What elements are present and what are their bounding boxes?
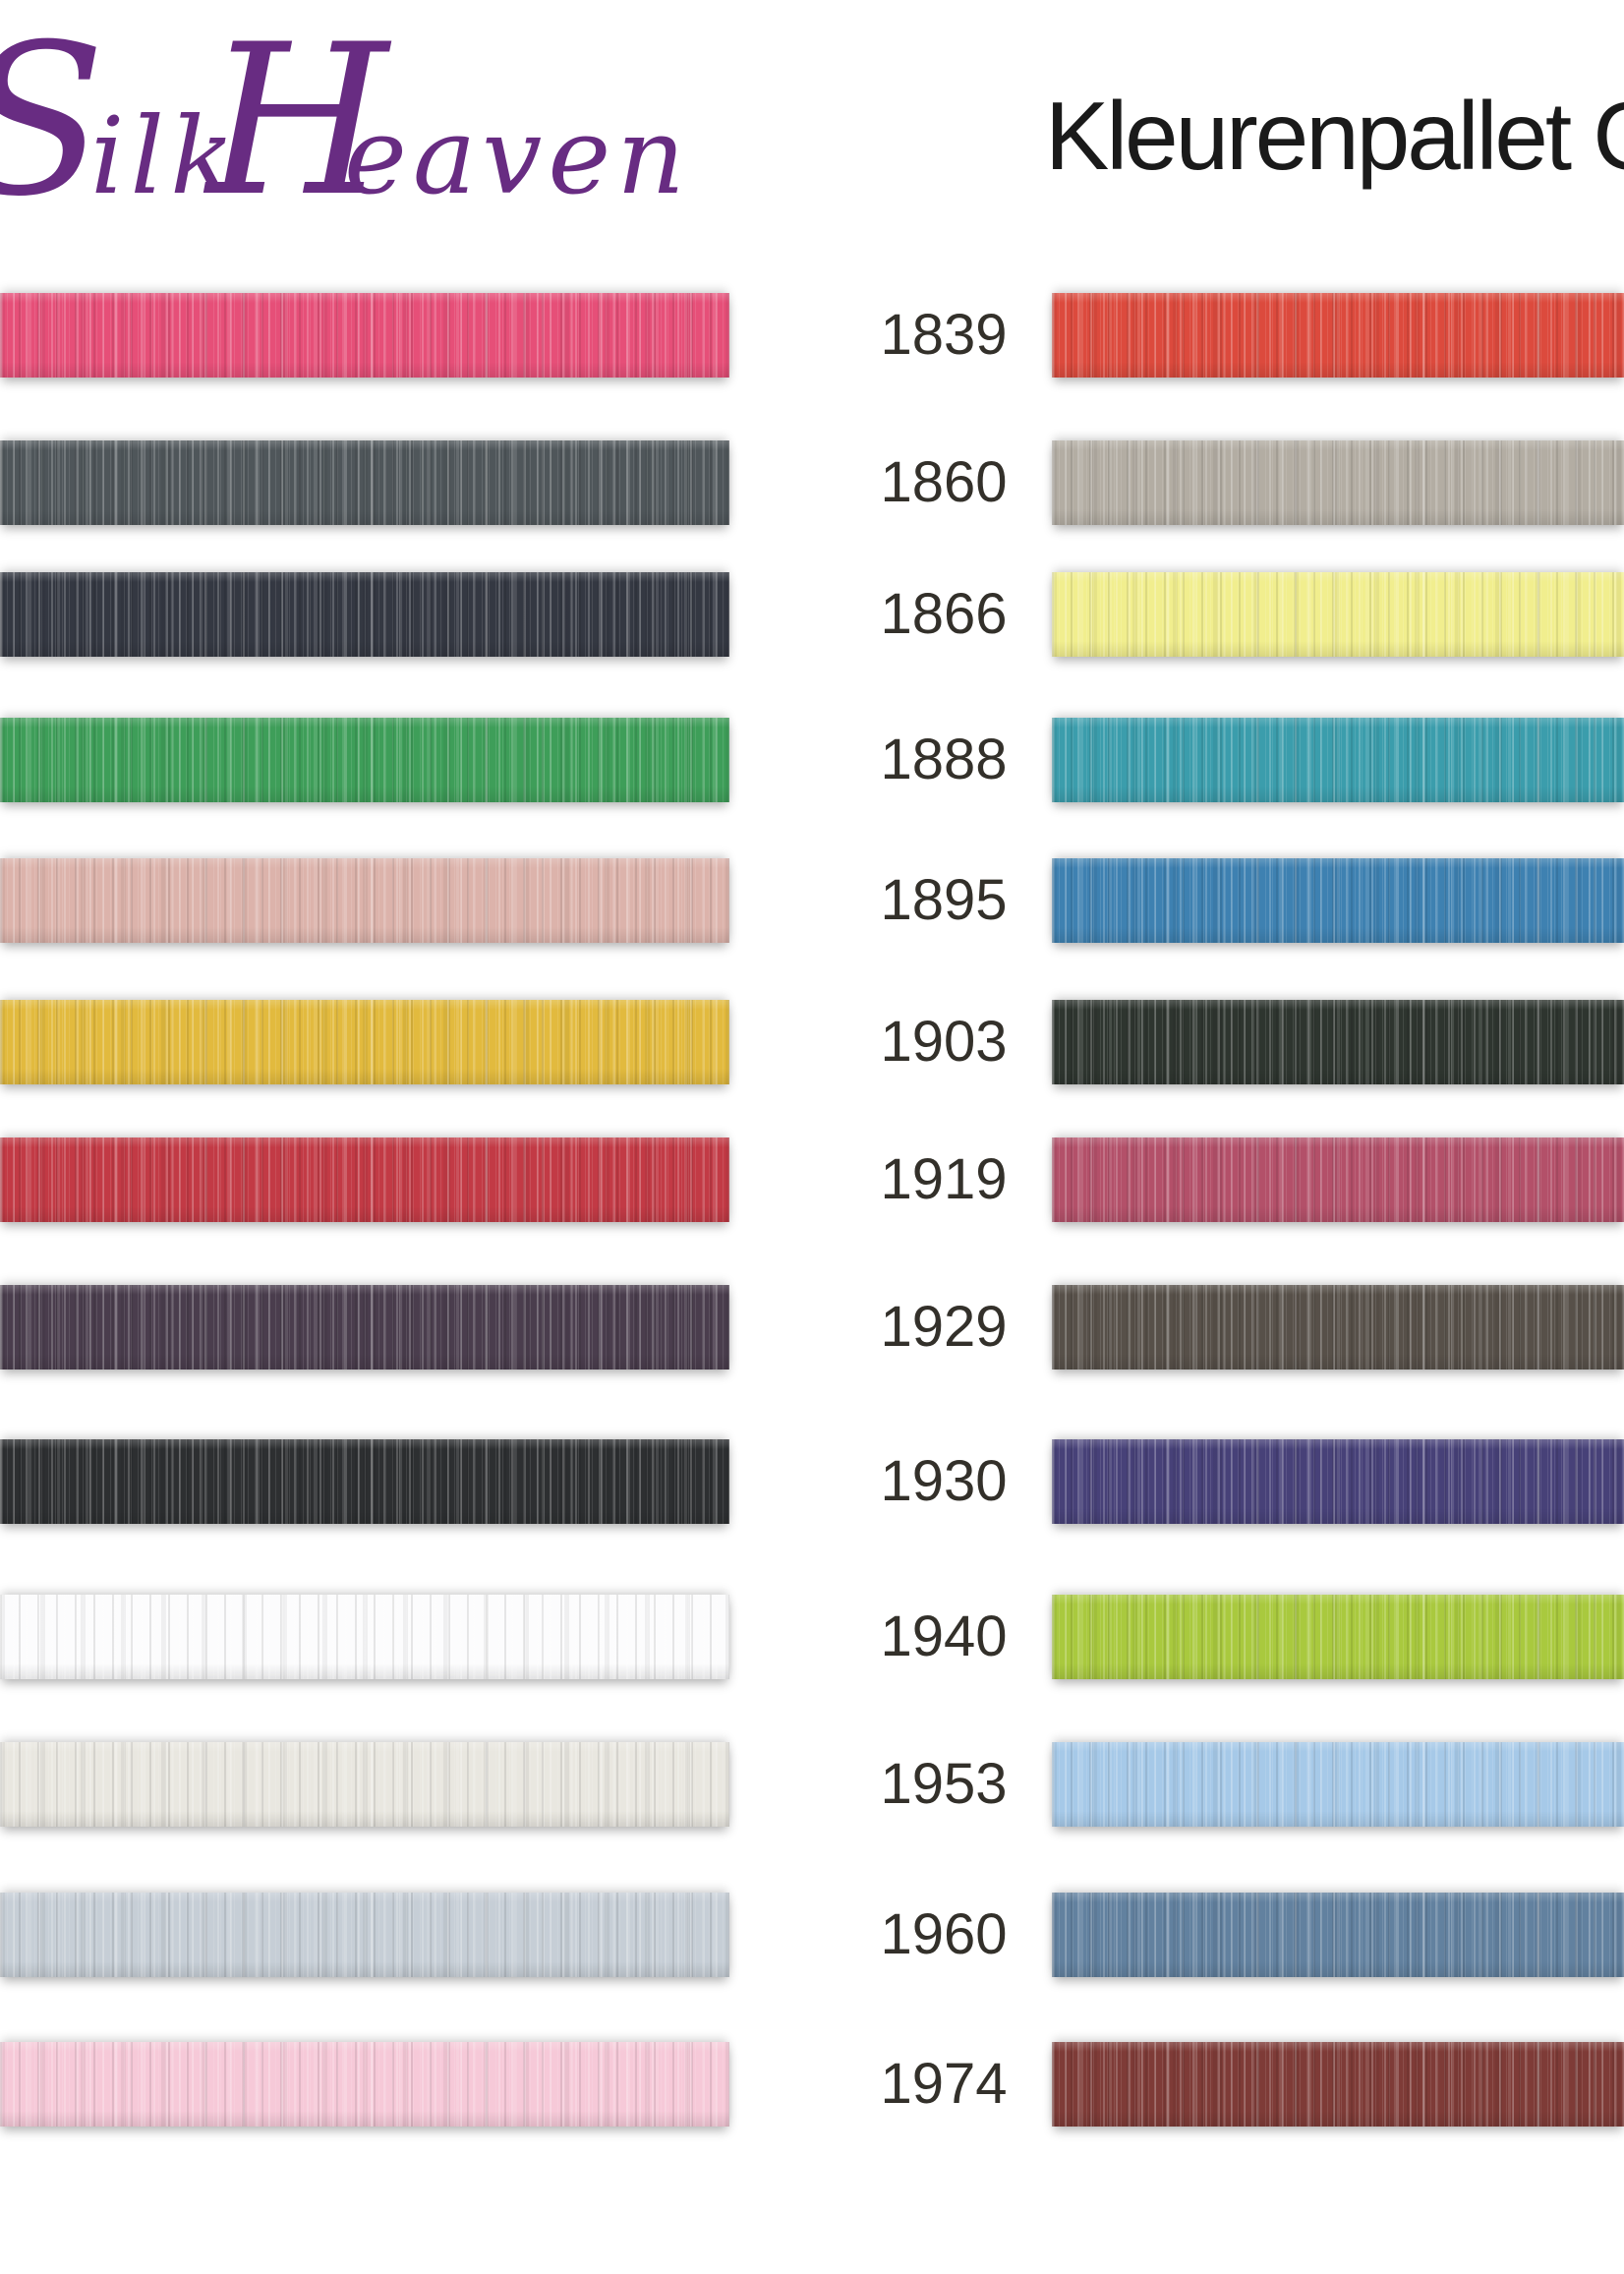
color-code-label: 1860 (880, 450, 1008, 514)
silk-heaven-logo: S ilk H eaven (0, 0, 688, 242)
ribbon-swatch-right (1052, 1000, 1624, 1084)
ribbon-swatch-left (0, 572, 729, 657)
ribbon-swatch-left (0, 1742, 729, 1827)
logo-word1-initial: S (0, 0, 105, 242)
color-code-label: 1866 (880, 582, 1008, 646)
color-row: 1930 (0, 1439, 1624, 1524)
ribbon-swatch-right (1052, 858, 1624, 943)
ribbon-swatch-right (1052, 1439, 1624, 1524)
color-code-label: 1895 (880, 868, 1008, 932)
color-code-label: 1839 (880, 303, 1008, 367)
color-row: 1940 (0, 1595, 1624, 1679)
logo-word2-rest: eaven (344, 95, 688, 218)
color-code-label: 1953 (880, 1752, 1008, 1816)
ribbon-swatch-right (1052, 1285, 1624, 1370)
ribbon-swatch-left (0, 1137, 729, 1222)
ribbon-swatch-left (0, 1000, 729, 1084)
ribbon-swatch-right (1052, 1137, 1624, 1222)
logo-word2-initial: H (203, 0, 392, 242)
color-row: 1929 (0, 1285, 1624, 1370)
color-row: 1974 (0, 2042, 1624, 2127)
color-code-label: 1974 (880, 2052, 1008, 2116)
color-row: 1866 (0, 572, 1624, 657)
color-row: 1903 (0, 1000, 1624, 1084)
color-code-label: 1888 (880, 728, 1008, 791)
color-code-label: 1903 (880, 1010, 1008, 1074)
ribbon-swatch-right (1052, 2042, 1624, 2127)
color-code-label: 1930 (880, 1449, 1008, 1513)
ribbon-swatch-left (0, 440, 729, 525)
ribbon-swatch-right (1052, 293, 1624, 378)
color-code-label: 1960 (880, 1902, 1008, 1966)
ribbon-swatch-left (0, 1285, 729, 1370)
color-row: 1839 (0, 293, 1624, 378)
ribbon-swatch-left (0, 858, 729, 943)
ribbon-swatch-left (0, 1439, 729, 1524)
color-row: 1888 (0, 718, 1624, 802)
ribbon-swatch-left (0, 1595, 729, 1679)
color-code-label: 1919 (880, 1147, 1008, 1211)
color-row: 1919 (0, 1137, 1624, 1222)
ribbon-swatch-right (1052, 718, 1624, 802)
ribbon-swatch-left (0, 1893, 729, 1977)
ribbon-swatch-right (1052, 1742, 1624, 1827)
ribbon-swatch-left (0, 2042, 729, 2127)
color-row: 1953 (0, 1742, 1624, 1827)
ribbon-swatch-right (1052, 1595, 1624, 1679)
ribbon-swatch-left (0, 293, 729, 378)
ribbon-swatch-right (1052, 440, 1624, 525)
logo-word1-rest: ilk (90, 95, 241, 218)
ribbon-swatch-right (1052, 1893, 1624, 1977)
ribbon-swatch-right (1052, 572, 1624, 657)
color-code-label: 1929 (880, 1295, 1008, 1359)
page-title: Kleurenpallet G (1045, 87, 1624, 190)
color-row: 1960 (0, 1893, 1624, 1977)
color-code-label: 1940 (880, 1604, 1008, 1668)
color-row: 1860 (0, 440, 1624, 525)
ribbon-swatch-left (0, 718, 729, 802)
color-row: 1895 (0, 858, 1624, 943)
